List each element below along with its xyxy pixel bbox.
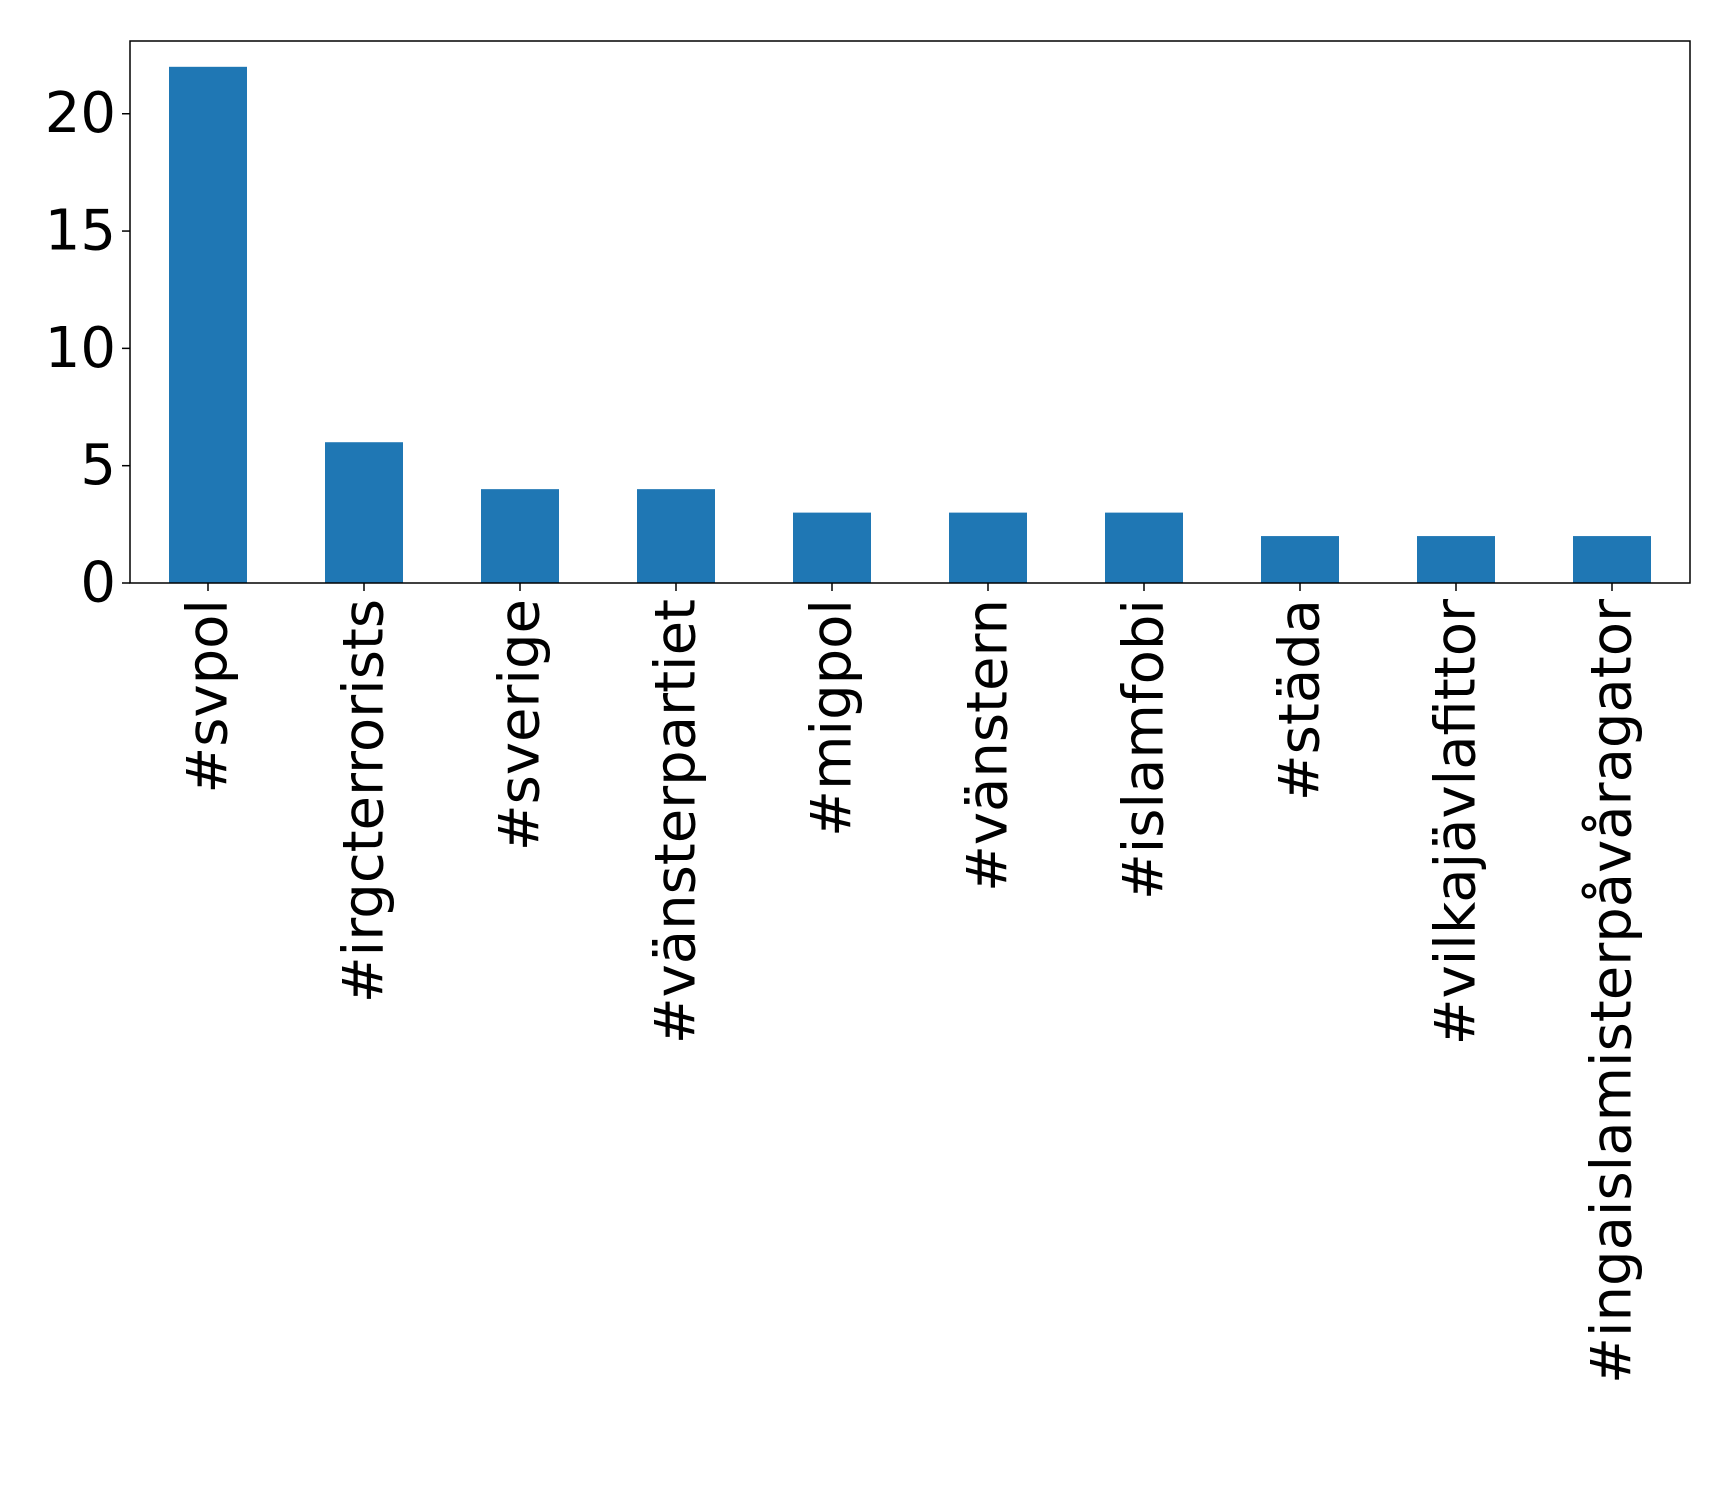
- x-tick-label: #svpol: [176, 599, 241, 794]
- plot-frame: [129, 40, 1691, 584]
- y-axis: 0 5 10 15 20: [45, 81, 130, 616]
- x-axis: #svpol #irgcterrorists #sverige #vänsterpar…: [176, 583, 1645, 1384]
- x-tick-label: #ingaislamisterpåvåragator: [1580, 598, 1645, 1384]
- bar-islamfobi: [1105, 512, 1183, 583]
- x-tick-label: #vilkajävlafittor: [1424, 598, 1489, 1045]
- y-tick-label: 5: [80, 433, 116, 498]
- bar-vänstern: [949, 512, 1027, 583]
- x-tick-label: #sverige: [488, 599, 553, 851]
- bar-städa: [1261, 536, 1339, 583]
- bar-svpol: [169, 66, 247, 584]
- y-tick-label: 20: [45, 81, 116, 146]
- bar-vilkajävlafittor: [1417, 536, 1495, 583]
- bar-sverige: [481, 489, 559, 583]
- bar-migpol: [793, 512, 871, 583]
- bars-layer: [169, 66, 1651, 584]
- x-tick-label: #irgcterrorists: [332, 599, 397, 1003]
- y-tick-label: 0: [80, 551, 116, 616]
- x-tick-label: #migpol: [800, 599, 865, 837]
- y-tick-label: 15: [45, 199, 116, 264]
- bar-ingaislamisterpåvåragator: [1573, 536, 1651, 583]
- bar-vänsterpartiet: [637, 489, 715, 583]
- x-tick-label: #städa: [1268, 599, 1333, 801]
- x-tick-label: #vänsterpartiet: [644, 599, 709, 1044]
- x-tick-label: #islamfobi: [1112, 599, 1177, 900]
- bar-irgcterrorists: [325, 442, 403, 583]
- y-tick-label: 10: [45, 316, 116, 381]
- x-tick-label: #vänstern: [956, 599, 1021, 892]
